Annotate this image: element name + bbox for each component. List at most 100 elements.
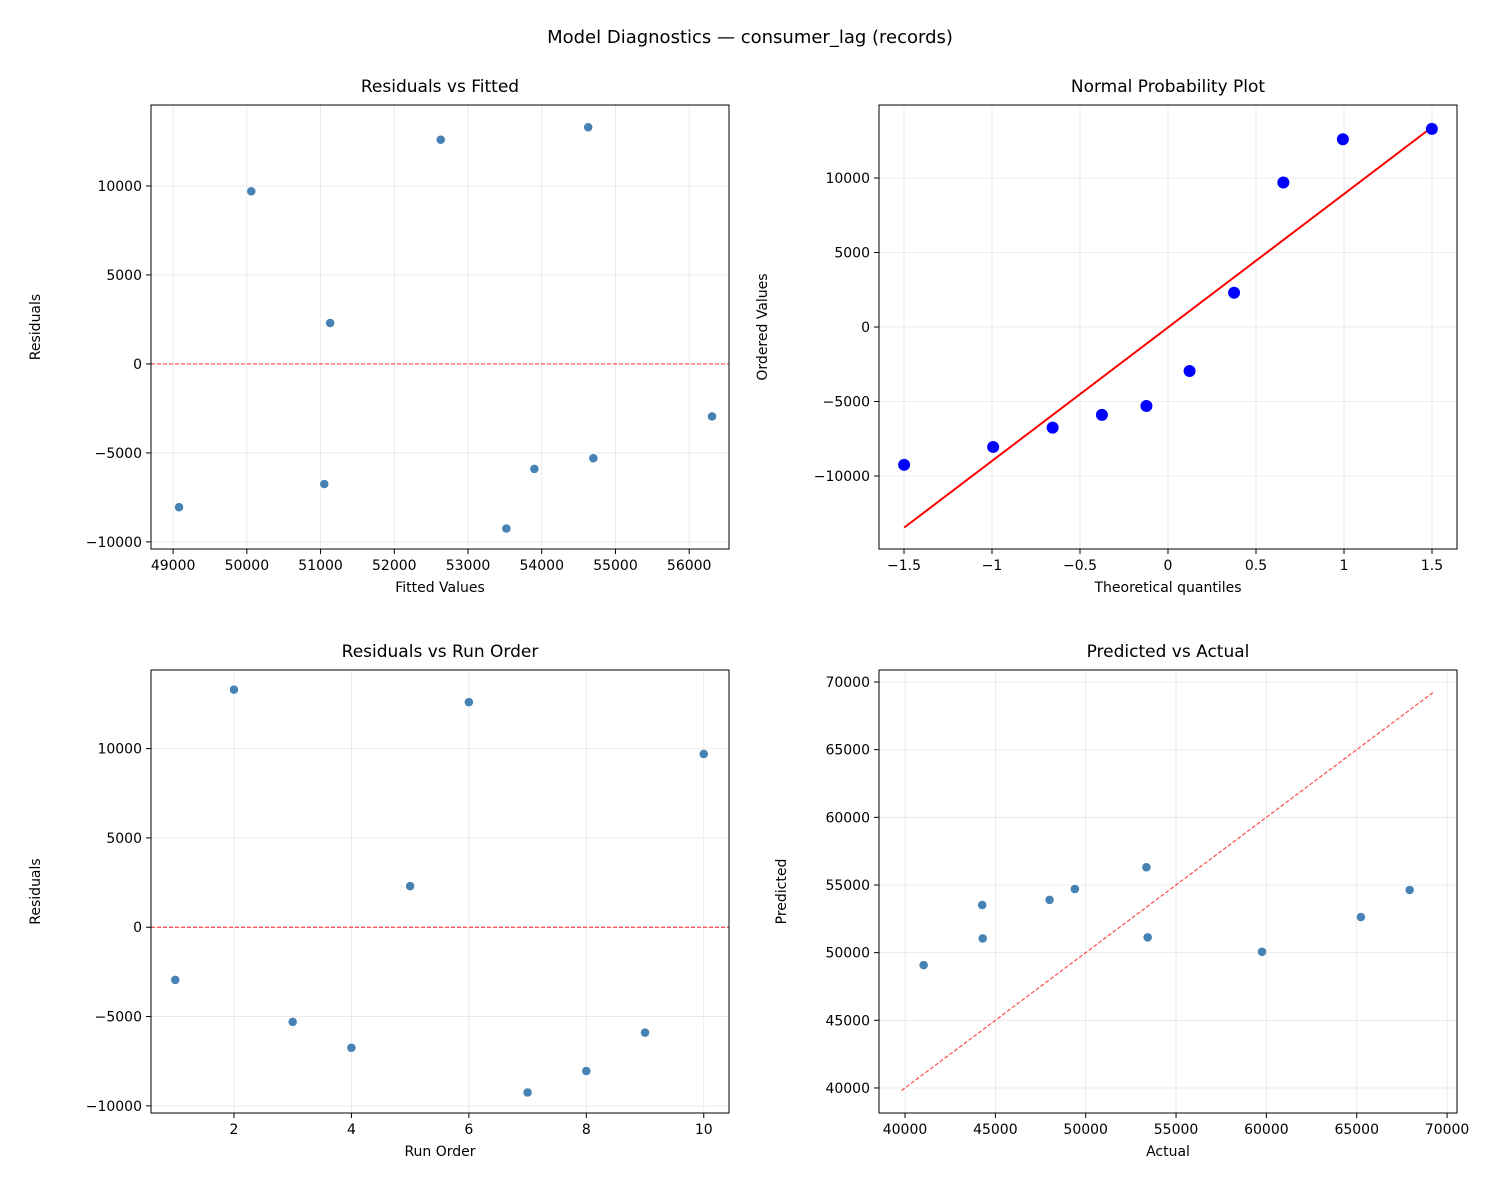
x-axis-label: Fitted Values — [395, 580, 485, 596]
qq-point — [1277, 176, 1290, 189]
x-tick-label: 54000 — [519, 558, 564, 574]
data-point — [707, 411, 717, 422]
qq-point — [1425, 122, 1438, 135]
data-point — [174, 502, 184, 512]
subplot-residuals-vs-fitted: 49000 50000 51000 52000 53000 54000 55000 56000… — [28, 77, 730, 596]
x-axis-label: Actual — [1146, 1144, 1190, 1160]
data-point — [405, 881, 415, 891]
identity-reference-line — [901, 690, 1435, 1092]
axes-frame — [878, 669, 1458, 1114]
subplot-title: Normal Probability Plot — [1071, 77, 1266, 97]
y-tick-label: 0 — [861, 320, 870, 336]
y-axis-label: Ordered Values — [755, 273, 771, 380]
x-tick-label: 51000 — [298, 558, 343, 574]
data-point — [1404, 885, 1415, 895]
data-point — [229, 684, 239, 695]
y-tick-label: 10000 — [97, 742, 142, 758]
subplot-residuals-vs-run-order: 2 4 6 8 10 −10000 −5000 0 5000 10000 Residuals vs … — [28, 642, 730, 1160]
x-tick-label: 0.5 — [1245, 558, 1267, 574]
data-point — [581, 1066, 592, 1076]
x-tick-label: 6 — [464, 1122, 473, 1138]
y-tick-label: 60000 — [825, 810, 870, 826]
x-tick-label: 65000 — [1334, 1122, 1379, 1138]
subplot-title: Predicted vs Actual — [1087, 642, 1250, 662]
data-point — [1356, 912, 1366, 922]
data-point — [977, 933, 988, 944]
data-point — [464, 697, 474, 707]
data-point — [287, 1017, 298, 1027]
x-tick-label: 50000 — [225, 558, 270, 574]
x-tick-label: 1.5 — [1421, 558, 1443, 574]
data-point — [1141, 862, 1152, 873]
x-axis-label: Theoretical quantiles — [1093, 580, 1241, 596]
x-tick-label: 45000 — [973, 1122, 1018, 1138]
y-tick-label: 40000 — [825, 1081, 870, 1097]
axes-frame — [150, 104, 730, 550]
data-point — [501, 523, 512, 534]
x-tick-label: 49000 — [151, 558, 196, 574]
qq-point — [987, 440, 1000, 453]
x-tick-label: −1 — [982, 558, 1003, 574]
x-tick-label: 40000 — [883, 1122, 928, 1138]
y-tick-label: 65000 — [825, 743, 870, 759]
x-axis-label: Run Order — [404, 1144, 475, 1160]
plot-area — [903, 126, 1433, 529]
subplot-title: Residuals vs Run Order — [342, 642, 539, 662]
data-point — [1142, 932, 1153, 943]
data-point — [435, 134, 446, 145]
x-tick-label: 8 — [582, 1122, 591, 1138]
y-tick-label: 0 — [133, 357, 142, 373]
y-axis-label: Residuals — [28, 294, 44, 360]
y-axis-label: Predicted — [774, 859, 790, 925]
y-tick-label: −10000 — [86, 535, 142, 551]
qq-point — [1183, 364, 1196, 377]
x-tick-label: 60000 — [1244, 1122, 1289, 1138]
data-point — [529, 464, 540, 474]
data-point — [583, 122, 593, 132]
x-tick-label: 55000 — [1154, 1122, 1199, 1138]
data-point — [319, 479, 330, 489]
qq-point — [1228, 286, 1241, 299]
data-point — [1044, 895, 1055, 905]
y-tick-label: −5000 — [823, 394, 870, 410]
qq-point — [1046, 421, 1059, 434]
axes-frame — [878, 104, 1458, 550]
y-tick-label: 10000 — [97, 179, 142, 195]
y-tick-label: 5000 — [106, 831, 142, 847]
x-tick-label: 53000 — [446, 558, 491, 574]
y-tick-label: 50000 — [825, 946, 870, 962]
data-point — [346, 1043, 357, 1053]
y-tick-label: 45000 — [825, 1013, 870, 1029]
data-point — [246, 186, 257, 197]
y-tick-label: 55000 — [825, 878, 870, 894]
x-tick-label: 2 — [230, 1122, 239, 1138]
y-axis-label: Residuals — [28, 858, 44, 924]
data-point — [588, 453, 599, 463]
y-tick-label: −5000 — [95, 1010, 142, 1026]
data-point — [522, 1087, 533, 1098]
y-tick-label: 10000 — [825, 171, 870, 187]
x-tick-label: 1 — [1340, 558, 1349, 574]
data-point — [977, 900, 987, 910]
x-tick-label: 70000 — [1425, 1122, 1470, 1138]
qq-point — [1140, 399, 1153, 412]
y-tick-label: −10000 — [814, 469, 870, 485]
data-point — [170, 975, 181, 985]
data-point — [698, 749, 709, 759]
axes-frame — [150, 669, 730, 1114]
subplot-title: Residuals vs Fitted — [361, 77, 519, 97]
data-point — [918, 960, 929, 970]
qq-fit-line — [903, 126, 1433, 529]
x-tick-label: 4 — [347, 1122, 356, 1138]
data-point — [1257, 947, 1267, 957]
x-tick-label: 10 — [695, 1122, 713, 1138]
x-tick-label: −1.5 — [887, 558, 921, 574]
y-tick-label: −10000 — [86, 1099, 142, 1115]
y-tick-label: 5000 — [106, 268, 142, 284]
x-tick-label: 55000 — [593, 558, 638, 574]
data-point — [1070, 884, 1080, 894]
y-tick-label: 0 — [133, 920, 142, 936]
y-tick-label: −5000 — [95, 446, 142, 462]
data-point — [640, 1027, 650, 1038]
x-tick-label: −0.5 — [1063, 558, 1097, 574]
